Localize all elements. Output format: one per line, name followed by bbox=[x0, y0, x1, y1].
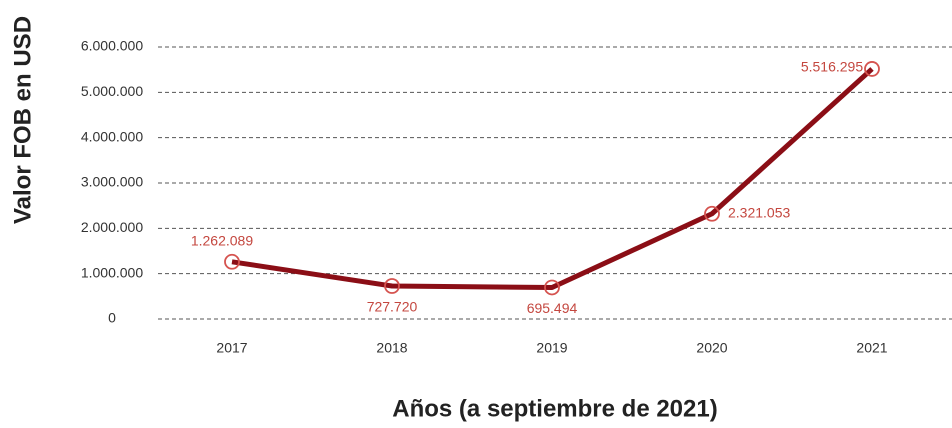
data-label: 5.516.295 bbox=[801, 59, 863, 75]
x-tick-label: 2021 bbox=[856, 340, 887, 356]
x-tick-label: 2019 bbox=[536, 340, 567, 356]
point-marker bbox=[224, 253, 240, 270]
x-tick-label: 2018 bbox=[376, 340, 407, 356]
y-axis-title: Valor FOB en USD bbox=[9, 16, 36, 224]
y-tick-label: 6.000.000 bbox=[81, 38, 143, 54]
point-marker bbox=[864, 61, 880, 77]
y-tick-label: 5.000.000 bbox=[81, 83, 143, 99]
x-tick-label: 2020 bbox=[696, 340, 727, 356]
point-marker bbox=[544, 279, 560, 296]
x-axis-title: Años (a septiembre de 2021) bbox=[392, 395, 717, 422]
series-line bbox=[231, 67, 874, 290]
y-tick-label: 1.000.000 bbox=[81, 264, 143, 280]
y-tick-label: 3.000.000 bbox=[81, 174, 143, 190]
data-label: 1.262.089 bbox=[191, 232, 253, 248]
data-label: 2.321.053 bbox=[728, 204, 790, 220]
y-tick-label: 4.000.000 bbox=[81, 128, 143, 144]
point-marker bbox=[384, 278, 400, 294]
y-tick-label: 2.000.000 bbox=[81, 219, 143, 235]
data-label: 727.720 bbox=[367, 299, 418, 315]
data-label: 695.494 bbox=[527, 300, 578, 316]
y-tick-label: 0 bbox=[108, 310, 116, 326]
x-tick-label: 2017 bbox=[216, 340, 247, 356]
point-marker bbox=[704, 205, 720, 222]
